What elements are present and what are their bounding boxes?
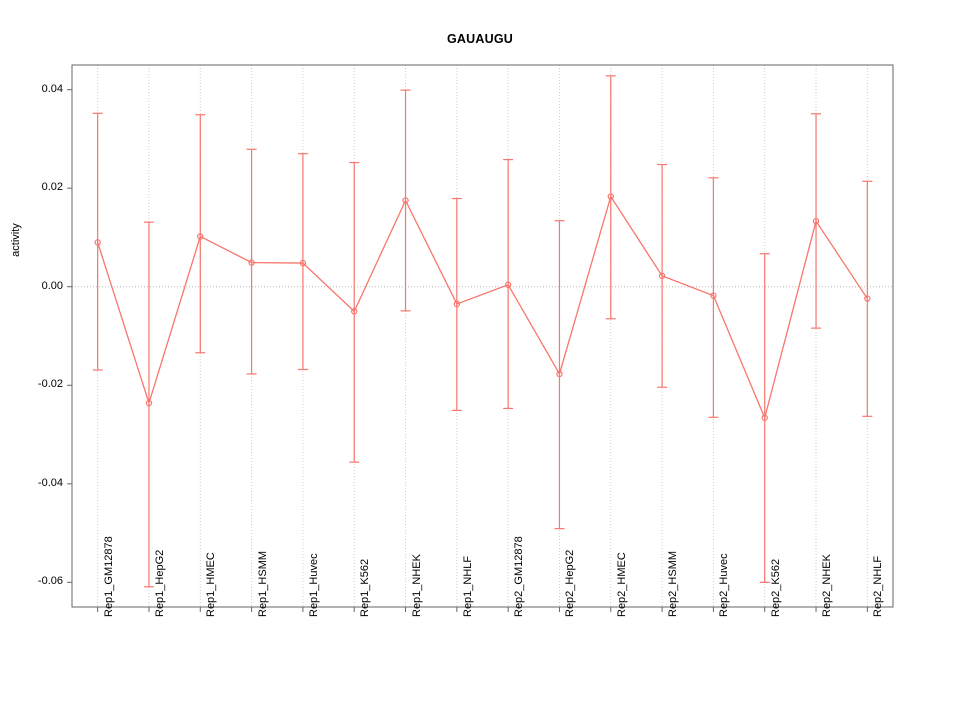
x-axis-tick-label: Rep1_Huvec bbox=[307, 553, 320, 617]
y-axis-tick-label: -0.02 bbox=[37, 378, 63, 391]
y-axis-tick-label: 0.04 bbox=[41, 82, 63, 95]
x-axis-tick-label: Rep2_HSMM bbox=[667, 550, 680, 617]
series-line-activity bbox=[97, 195, 868, 420]
x-axis-tick-label: Rep1_HSMM bbox=[256, 550, 269, 617]
data-point bbox=[556, 370, 563, 378]
x-axis-tick-label: Rep2_NHLF bbox=[872, 555, 885, 617]
x-axis-tick-label: Rep2_HMEC bbox=[615, 552, 628, 617]
x-axis-tick-label: Rep2_HepG2 bbox=[564, 549, 577, 617]
plot-frame bbox=[71, 64, 894, 608]
x-axis-tick-label: Rep2_K562 bbox=[769, 558, 782, 617]
data-point bbox=[351, 308, 358, 315]
y-axis-tick-label: -0.06 bbox=[37, 575, 63, 588]
data-point bbox=[453, 300, 461, 308]
data-point bbox=[710, 292, 717, 299]
data-point bbox=[658, 272, 666, 280]
data-point bbox=[504, 281, 512, 288]
y-axis-tick-label: 0.00 bbox=[41, 279, 63, 292]
data-point bbox=[864, 295, 871, 302]
x-axis-tick-label: Rep1_HMEC bbox=[205, 552, 218, 617]
x-axis-tick-label: Rep1_K562 bbox=[359, 558, 372, 617]
chart-title: GAUAUGU bbox=[447, 32, 513, 46]
y-axis-tick-label: -0.04 bbox=[37, 476, 63, 489]
x-axis-tick-label: Rep2_GM12878 bbox=[513, 536, 526, 617]
x-axis-tick-label: Rep1_HepG2 bbox=[153, 549, 166, 617]
data-point bbox=[812, 217, 820, 225]
data-point bbox=[248, 259, 255, 266]
data-point bbox=[94, 239, 101, 246]
x-axis-tick-label: Rep2_NHEK bbox=[821, 554, 834, 617]
x-axis-tick-label: Rep1_NHLF bbox=[461, 555, 474, 617]
data-point bbox=[402, 197, 409, 204]
data-point bbox=[145, 399, 153, 407]
data-point bbox=[607, 193, 614, 200]
data-point bbox=[197, 233, 204, 240]
data-point bbox=[761, 414, 768, 421]
y-axis-tick-label: 0.02 bbox=[41, 181, 63, 194]
x-axis-tick-label: Rep1_NHEK bbox=[410, 554, 423, 617]
data-point bbox=[299, 259, 307, 267]
x-axis-tick-label: Rep2_Huvec bbox=[718, 553, 731, 617]
x-axis-tick-label: Rep1_GM12878 bbox=[102, 536, 115, 617]
